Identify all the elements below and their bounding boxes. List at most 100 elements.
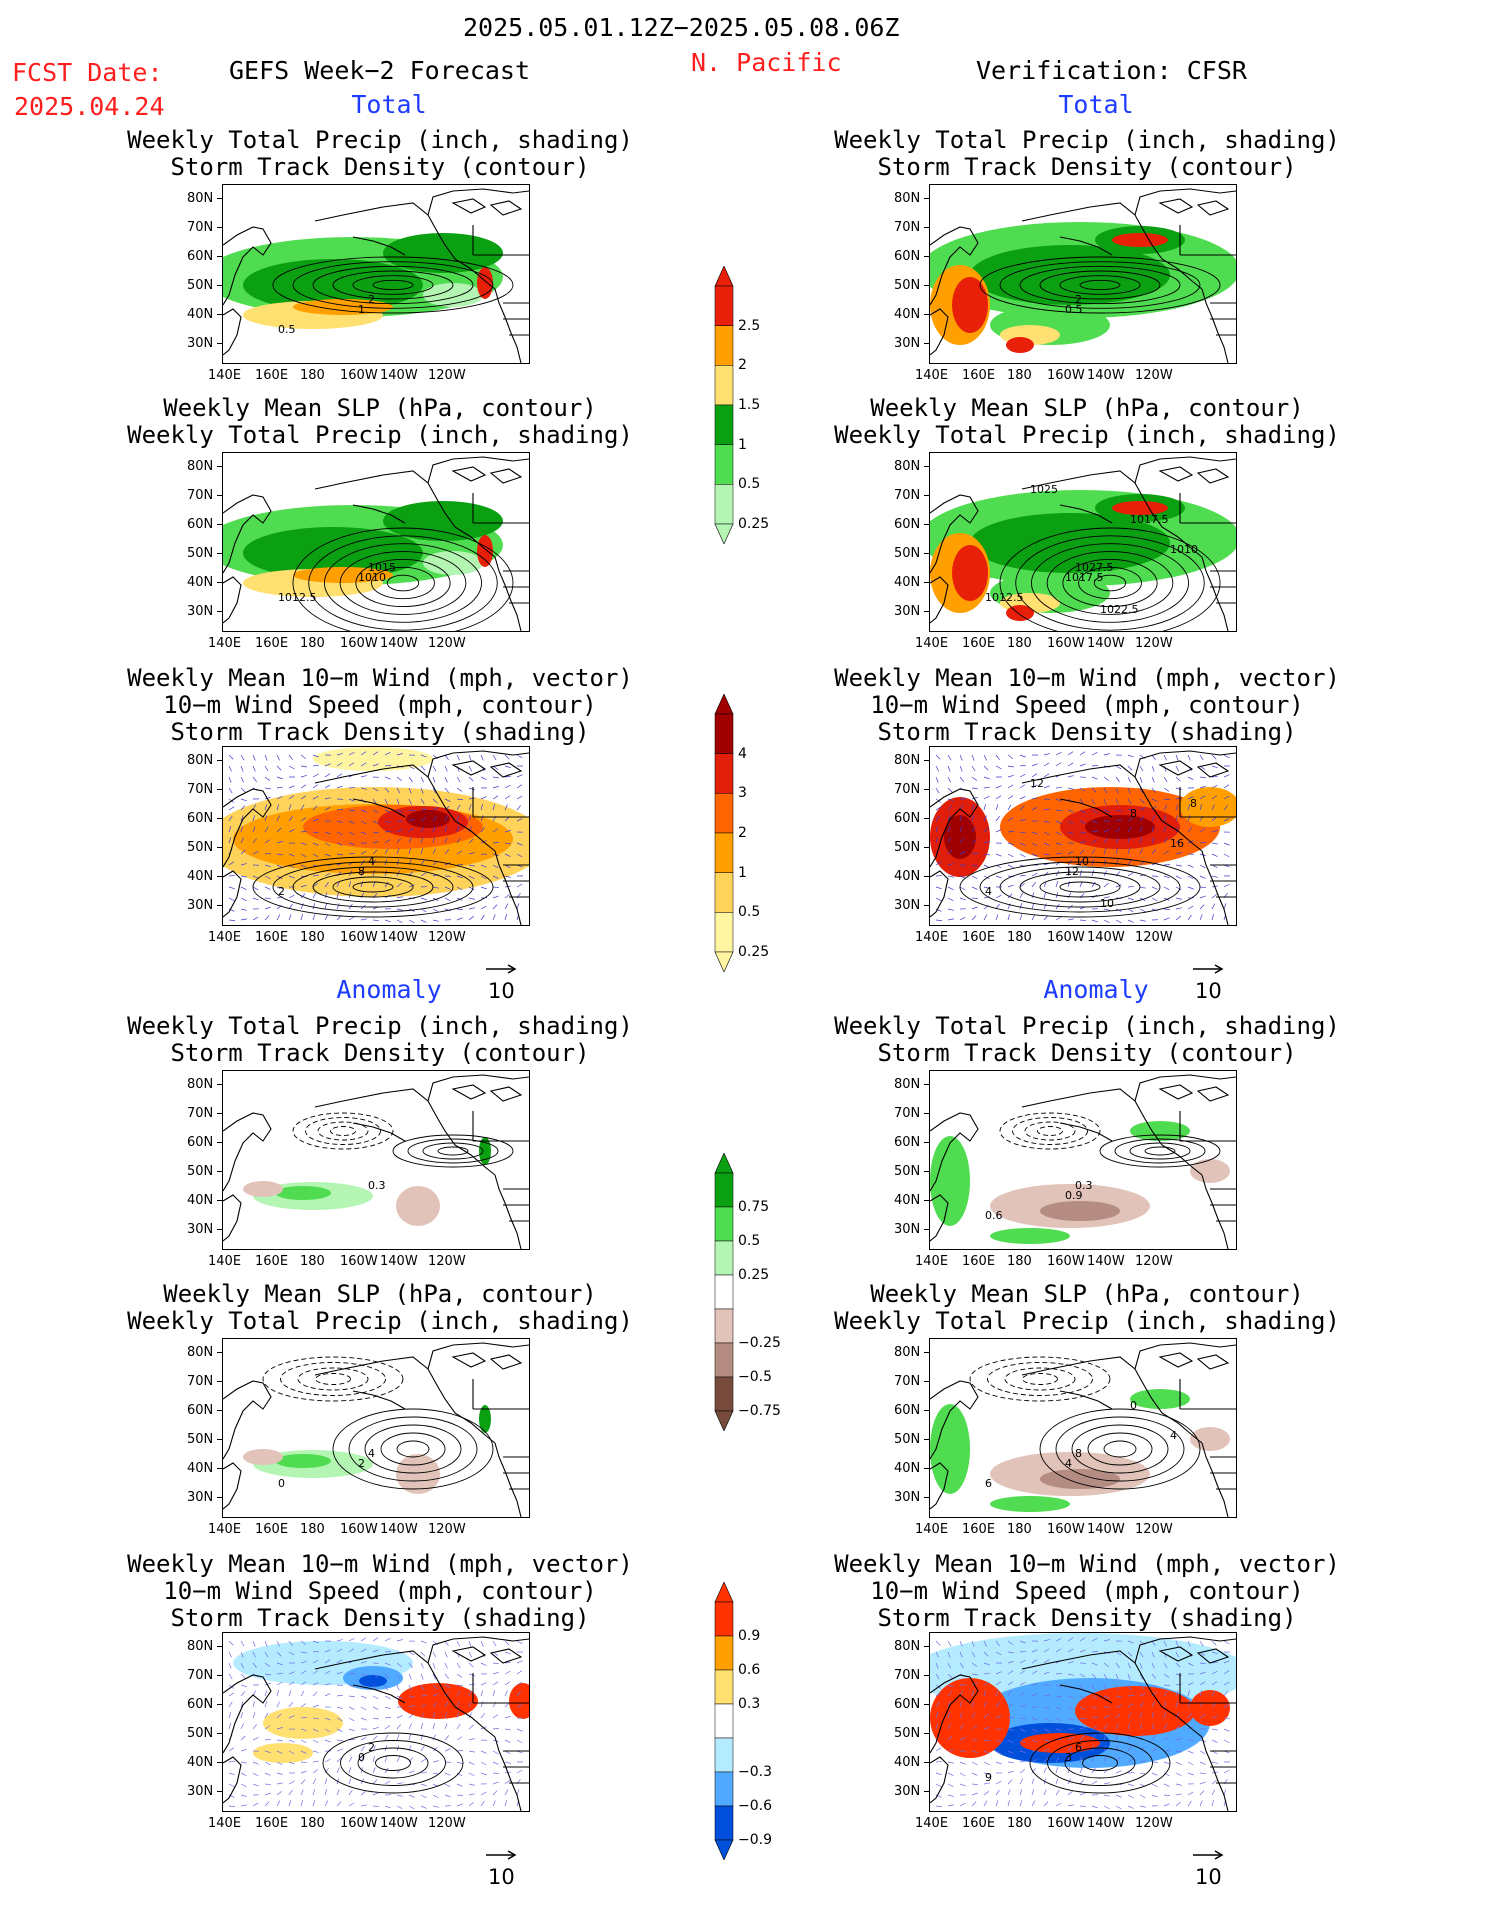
- lon-tick-label: 140E: [915, 1816, 949, 1831]
- arrow-right-icon: [1193, 1850, 1224, 1860]
- colorbar-segment: [714, 713, 734, 754]
- colorbar-segment: [714, 1635, 734, 1671]
- shading-area: [1130, 1121, 1190, 1141]
- colorbar-label: 1: [738, 864, 747, 881]
- lon-tick-label: 120W: [428, 368, 466, 383]
- lat-tick-label: 40N: [187, 1461, 214, 1476]
- lat-tick-label: 80N: [894, 753, 921, 768]
- contour-line: [987, 1362, 1093, 1396]
- lon-tick-label: 160W: [340, 930, 378, 945]
- lon-tick-label: 120W: [1135, 636, 1173, 651]
- colorbar-label: 0.9: [738, 1628, 761, 1644]
- contour-line: [340, 1740, 446, 1786]
- map-panel: 0.3 0.9 0.6: [929, 1070, 1237, 1250]
- contour-line: [999, 527, 1221, 631]
- contour-line: [352, 881, 394, 893]
- contour-line: [364, 1424, 462, 1474]
- lat-tick-label: 30N: [187, 898, 214, 913]
- contour-label: 1010: [1170, 543, 1198, 556]
- colorbar-label: −0.5: [738, 1369, 772, 1385]
- lon-tick-label: 140E: [208, 1254, 242, 1269]
- lat-tick: [217, 847, 222, 848]
- lat-tick-label: 60N: [894, 1697, 921, 1712]
- lat-tick: [217, 1733, 222, 1734]
- contour-line: [979, 861, 1181, 913]
- contour-line: [422, 1142, 484, 1160]
- contour-line: [1004, 1367, 1076, 1391]
- lat-tick: [217, 314, 222, 315]
- colorbar-label: 4: [738, 745, 747, 762]
- lon-tick-label: 160E: [255, 1522, 289, 1537]
- fcst-date-value: 2025.04.24: [14, 92, 165, 121]
- lon-tick-label: 180: [1007, 368, 1032, 383]
- contour-line: [1087, 1432, 1153, 1466]
- lat-tick-label: 80N: [187, 753, 214, 768]
- lon-tick-label: 180: [1007, 1254, 1032, 1269]
- lat-tick: [217, 818, 222, 819]
- shading-area: [952, 277, 988, 333]
- lat-tick: [217, 611, 222, 612]
- contour-label: 4: [1170, 1429, 1177, 1442]
- shading-area: [1006, 337, 1034, 353]
- lon-tick-label: 180: [1007, 1816, 1032, 1831]
- reference-vector: 10: [1191, 955, 1225, 1003]
- lat-tick: [924, 1084, 929, 1085]
- lat-tick: [924, 524, 929, 525]
- colorbar-label: 1.5: [738, 397, 761, 413]
- contour-label: 10: [1100, 897, 1114, 910]
- colorbar-label: 0.75: [738, 1199, 770, 1215]
- colorbar-segment: [714, 1805, 734, 1841]
- lon-tick-label: 160E: [962, 368, 996, 383]
- lat-tick: [924, 314, 929, 315]
- contour-label: 1: [358, 303, 365, 316]
- contour-label: 0.5: [278, 323, 296, 336]
- colorbar-segment: [714, 1839, 734, 1861]
- lon-tick-label: 140W: [1087, 930, 1125, 945]
- lon-tick-label: 120W: [428, 636, 466, 651]
- contour-label: 3: [1065, 1751, 1072, 1764]
- lat-tick: [217, 1142, 222, 1143]
- lon-tick-label: 140W: [380, 368, 418, 383]
- lat-tick-label: 50N: [187, 278, 214, 293]
- panel-title: Weekly Total Precip (inch, shading) Stor…: [834, 126, 1340, 181]
- contour-line: [272, 256, 514, 314]
- colorbar-label: 0.25: [738, 516, 770, 532]
- lon-tick-label: 140E: [208, 1522, 242, 1537]
- contour-label: 1022.5: [1100, 603, 1139, 616]
- colorbar-label: −0.25: [738, 1335, 781, 1351]
- lon-tick-label: 160E: [962, 930, 996, 945]
- contour-line: [1103, 1440, 1137, 1458]
- contour-line: [339, 551, 467, 615]
- lon-tick-label: 140E: [208, 368, 242, 383]
- colorbar-label: 2: [738, 357, 747, 374]
- colorbar-segment: [714, 1669, 734, 1705]
- lat-tick-label: 60N: [894, 1135, 921, 1150]
- contour-label: 4: [368, 1447, 375, 1460]
- contour-line: [375, 1755, 411, 1771]
- contour-line: [292, 1112, 394, 1150]
- shading-area: [930, 1678, 1010, 1758]
- lat-tick-label: 70N: [894, 488, 921, 503]
- shading-area: [479, 1137, 491, 1165]
- colorbar-segment: [714, 1737, 734, 1773]
- panel-title: Weekly Mean 10−m Wind (mph, vector) 10−m…: [834, 664, 1340, 746]
- contour-label: 2: [1075, 293, 1082, 306]
- contour-line: [1059, 881, 1101, 893]
- lat-tick: [924, 1439, 929, 1440]
- lon-tick-label: 160E: [962, 1254, 996, 1269]
- lat-tick: [217, 760, 222, 761]
- lat-tick: [924, 1229, 929, 1230]
- contour-label: 9: [985, 1771, 992, 1784]
- contour-line: [1062, 558, 1158, 608]
- lon-tick-label: 160E: [962, 636, 996, 651]
- contour-line: [312, 265, 474, 305]
- colorbar-segment: [714, 1274, 734, 1310]
- lon-tick-label: 120W: [428, 1816, 466, 1831]
- contour-line: [392, 1134, 514, 1168]
- lon-tick-label: 160W: [340, 1522, 378, 1537]
- lon-tick-label: 180: [300, 368, 325, 383]
- lat-tick: [924, 1200, 929, 1201]
- contour-line: [437, 1146, 469, 1156]
